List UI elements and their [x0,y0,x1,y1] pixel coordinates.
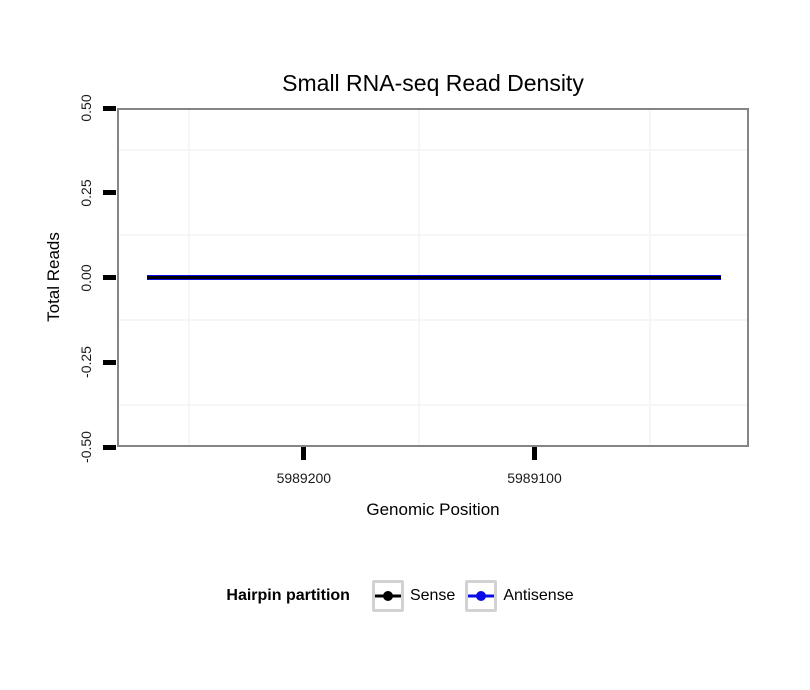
legend-key [371,580,404,612]
y-tick [103,444,116,450]
y-axis-title: Total Reads [44,232,63,322]
y-tick [103,190,116,196]
x-tick [301,447,307,460]
y-tick-label: 0.00 [78,263,94,292]
legend-entry-label: Antisense [503,587,574,604]
y-tick-label: 0.50 [78,94,94,122]
y-minor-gridline [119,149,747,152]
legend-title: Hairpin partition [226,587,350,604]
y-tick [103,105,116,111]
y-tick-label: -0.50 [78,431,94,463]
legend-key [465,580,498,612]
y-minor-gridline [119,318,747,321]
legend-key-point-icon [382,591,393,601]
legend-entry-antisense: Antisense [465,580,574,612]
y-minor-gridline [119,234,747,237]
legend-entry-label: Sense [409,587,456,604]
y-tick-label: -0.25 [78,346,94,379]
y-tick [103,359,116,365]
x-tick [531,447,537,460]
x-axis-title: Genomic Position [366,500,500,519]
legend-entry-sense: Sense [371,580,456,612]
chart-title: Small RNA-seq Read Density [282,70,584,96]
legend-key-point-icon [476,591,487,601]
y-minor-gridline [119,403,747,406]
y-tick [103,275,116,280]
plot-panel [117,108,749,447]
series-line-sense [146,276,722,279]
y-tick-label: 0.25 [78,179,94,207]
x-tick-label: 5989200 [276,470,332,486]
legend: Hairpin partition Sense Antisense [0,579,810,613]
x-tick-label: 5989100 [507,470,562,486]
